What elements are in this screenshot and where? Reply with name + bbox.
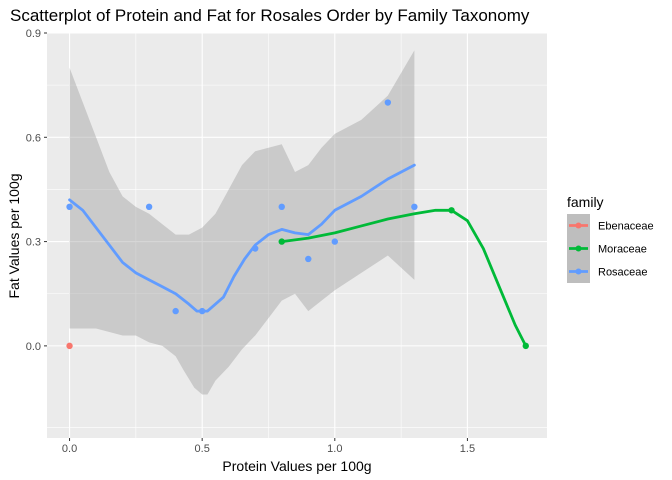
data-point xyxy=(66,342,73,350)
x-tick-label: 0.5 xyxy=(195,443,210,455)
y-tick-label: 0.0 xyxy=(26,341,41,353)
legend-key-point xyxy=(575,268,582,275)
data-point xyxy=(278,203,285,211)
x-axis-title: Protein Values per 100g xyxy=(222,458,371,474)
data-point xyxy=(448,207,455,214)
data-point xyxy=(145,203,153,211)
y-axis-title: Fat Values per 100g xyxy=(6,173,22,298)
data-point xyxy=(384,99,392,106)
data-point xyxy=(198,307,206,315)
legend-key-point xyxy=(575,222,582,229)
legend-label: Rosaceae xyxy=(598,267,648,279)
y-tick-label: 0.9 xyxy=(26,28,41,40)
data-point xyxy=(252,245,259,252)
point-layer xyxy=(66,99,529,350)
data-point xyxy=(522,342,529,350)
x-tick-label: 0.0 xyxy=(62,443,77,455)
plot-panel xyxy=(47,33,547,438)
tick-label-layer: 0.0 0.5 1.0 1.5 0.0 0.3 0.6 0.9 xyxy=(26,28,475,455)
data-point xyxy=(305,255,312,263)
x-tick-label: 1.5 xyxy=(460,443,475,455)
y-tick-label: 0.3 xyxy=(26,237,41,249)
smooth-line xyxy=(68,163,416,313)
grid-layer xyxy=(47,32,547,438)
legend: family Ebenaceae Moraceae Rosaceae xyxy=(567,194,654,283)
chart-title: Scatterplot of Protein and Fat for Rosal… xyxy=(10,6,530,25)
data-point xyxy=(172,307,179,315)
x-tick-label: 1.0 xyxy=(327,443,342,455)
legend-label: Ebenaceae xyxy=(598,221,654,233)
smooth-line-layer xyxy=(68,163,528,348)
data-point xyxy=(411,203,418,211)
data-point xyxy=(331,238,338,245)
legend-key-point xyxy=(575,245,582,252)
legend-title: family xyxy=(567,194,604,210)
smooth-line xyxy=(280,208,528,348)
y-tick-label: 0.6 xyxy=(26,132,41,144)
legend-entries: Ebenaceae Moraceae Rosaceae xyxy=(567,214,654,283)
confidence-band xyxy=(69,50,415,395)
confidence-band-layer xyxy=(69,50,415,395)
data-point xyxy=(66,203,73,211)
legend-label: Moraceae xyxy=(598,244,647,256)
data-point xyxy=(278,238,285,245)
